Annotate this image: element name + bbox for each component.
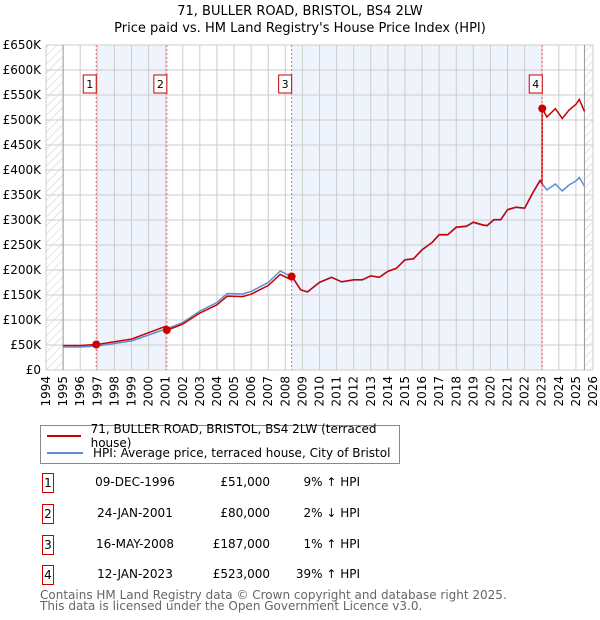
sale-row: 2 24-JAN-2001 £80,000 2% ↓ HPI	[40, 504, 380, 524]
y-tick-label: £450K	[3, 138, 43, 152]
sale-point	[162, 326, 171, 334]
x-tick-label: 2022	[518, 376, 532, 407]
footer-line: This data is licensed under the Open Gov…	[40, 599, 423, 613]
x-tick-label: 2014	[381, 376, 395, 407]
x-tick-label: 2018	[449, 376, 463, 407]
footer-line: Contains HM Land Registry data © Crown c…	[40, 588, 507, 602]
hatched-region	[584, 45, 593, 370]
sale-label: 4	[532, 78, 539, 91]
sale-point	[538, 104, 547, 113]
y-tick-label: £300K	[3, 213, 43, 227]
sale-point	[92, 340, 101, 349]
y-tick-label: £500K	[3, 113, 43, 127]
legend-swatch	[47, 435, 81, 437]
y-tick-label: £550K	[3, 88, 43, 102]
x-tick-label: 2009	[295, 376, 309, 407]
x-tick-label: 1997	[90, 376, 104, 407]
legend-swatch	[47, 452, 83, 454]
x-tick-label: 2026	[586, 376, 600, 407]
x-tick-label: 2024	[552, 376, 566, 407]
x-tick-label: 1996	[73, 376, 87, 407]
x-tick-label: 2003	[193, 376, 207, 407]
x-tick-label: 2025	[569, 376, 583, 407]
sale-row: 1 09-DEC-1996 £51,000 9% ↑ HPI	[40, 473, 380, 493]
shaded-period	[291, 45, 543, 370]
sale-label-box	[82, 74, 97, 94]
x-tick-label: 1999	[124, 376, 138, 407]
x-tick-label: 2005	[227, 376, 241, 407]
x-tick-label: 2007	[261, 376, 275, 407]
hatched-region	[46, 45, 64, 370]
sale-label-box	[278, 74, 293, 94]
y-tick-label: £400K	[3, 163, 43, 177]
x-tick-label: 2004	[210, 376, 224, 407]
sale-date: 09-DEC-1996	[95, 475, 175, 489]
x-tick-label: 2008	[278, 376, 292, 407]
sale-point	[287, 272, 296, 281]
x-tick-label: 2020	[483, 376, 497, 407]
sale-hpi-diff: 39% ↑ HPI	[295, 567, 360, 581]
sale-date: 16-MAY-2008	[95, 537, 174, 551]
sale-date: 12-JAN-2023	[97, 567, 173, 581]
legend-label: HPI: Average price, terraced house, City…	[93, 446, 391, 460]
sale-hpi-diff: 1% ↑ HPI	[303, 537, 360, 551]
price-chart: 1994 1995 1996 1997 1998 1999 2000 2001 2002 2003…	[3, 38, 600, 407]
chart-title: 71, BULLER ROAD, BRISTOL, BS4 2LW	[177, 4, 423, 19]
x-tick-label: 2015	[398, 376, 412, 407]
sale-label: 1	[86, 78, 93, 91]
x-tick-label: 2010	[313, 376, 327, 407]
legend: 71, BULLER ROAD, BRISTOL, BS4 2LW (terra…	[40, 422, 400, 464]
footer: Contains HM Land Registry data © Crown c…	[40, 588, 507, 613]
x-tick-label: 2012	[347, 376, 361, 407]
sale-price: £80,000	[220, 506, 270, 520]
sale-marker-label: 2	[42, 504, 54, 524]
x-tick-label: 2001	[159, 376, 173, 407]
x-tick-label: 2019	[466, 376, 480, 407]
legend-item-property: 71, BULLER ROAD, BRISTOL, BS4 2LW (terra…	[47, 422, 399, 450]
sale-marker-label: 4	[42, 565, 54, 585]
chart-subtitle: Price paid vs. HM Land Registry's House …	[114, 21, 486, 36]
y-tick-label: £150K	[3, 288, 43, 302]
sale-marker-label: 1	[42, 473, 54, 493]
sale-hpi-diff: 9% ↑ HPI	[303, 475, 360, 489]
sale-label: 2	[157, 78, 164, 91]
x-tick-label: 2013	[364, 376, 378, 407]
x-tick-label: 2016	[415, 376, 429, 407]
sale-price: £523,000	[212, 567, 270, 581]
legend-label: 71, BULLER ROAD, BRISTOL, BS4 2LW (terra…	[90, 422, 377, 450]
y-tick-label: £350K	[3, 188, 43, 202]
sale-price: £187,000	[212, 537, 270, 551]
x-tick-label: 1995	[56, 376, 70, 407]
y-tick-label: £650K	[3, 38, 43, 52]
sale-price: £51,000	[220, 475, 270, 489]
sale-label-box	[528, 74, 543, 94]
sale-label-box	[153, 74, 168, 94]
y-tick-label: £200K	[3, 263, 43, 277]
x-tick-label: 1994	[39, 376, 53, 407]
x-tick-label: 2000	[142, 376, 156, 407]
x-tick-label: 2002	[176, 376, 190, 407]
x-tick-label: 2006	[244, 376, 258, 407]
x-tick-label: 2021	[501, 376, 515, 407]
x-tick-label: 2011	[330, 376, 344, 407]
sale-hpi-diff: 2% ↓ HPI	[303, 506, 360, 520]
y-tick-label: £600K	[3, 63, 43, 77]
y-tick-label: £50K	[10, 338, 42, 352]
legend-item-hpi: HPI: Average price, terraced house, City…	[47, 445, 390, 461]
x-tick-label: 2023	[535, 376, 549, 407]
sale-row: 3 16-MAY-2008 £187,000 1% ↑ HPI	[40, 535, 380, 555]
sale-label: 3	[282, 78, 289, 91]
x-tick-label: 2017	[432, 376, 446, 407]
y-tick-label: £0	[26, 363, 41, 377]
sale-marker-label: 3	[42, 535, 54, 555]
x-tick-label: 1998	[107, 376, 121, 407]
y-tick-label: £100K	[3, 313, 43, 327]
y-tick-label: £250K	[3, 238, 43, 252]
sale-date: 24-JAN-2001	[97, 506, 173, 520]
sale-row: 4 12-JAN-2023 £523,000 39% ↑ HPI	[40, 565, 380, 585]
